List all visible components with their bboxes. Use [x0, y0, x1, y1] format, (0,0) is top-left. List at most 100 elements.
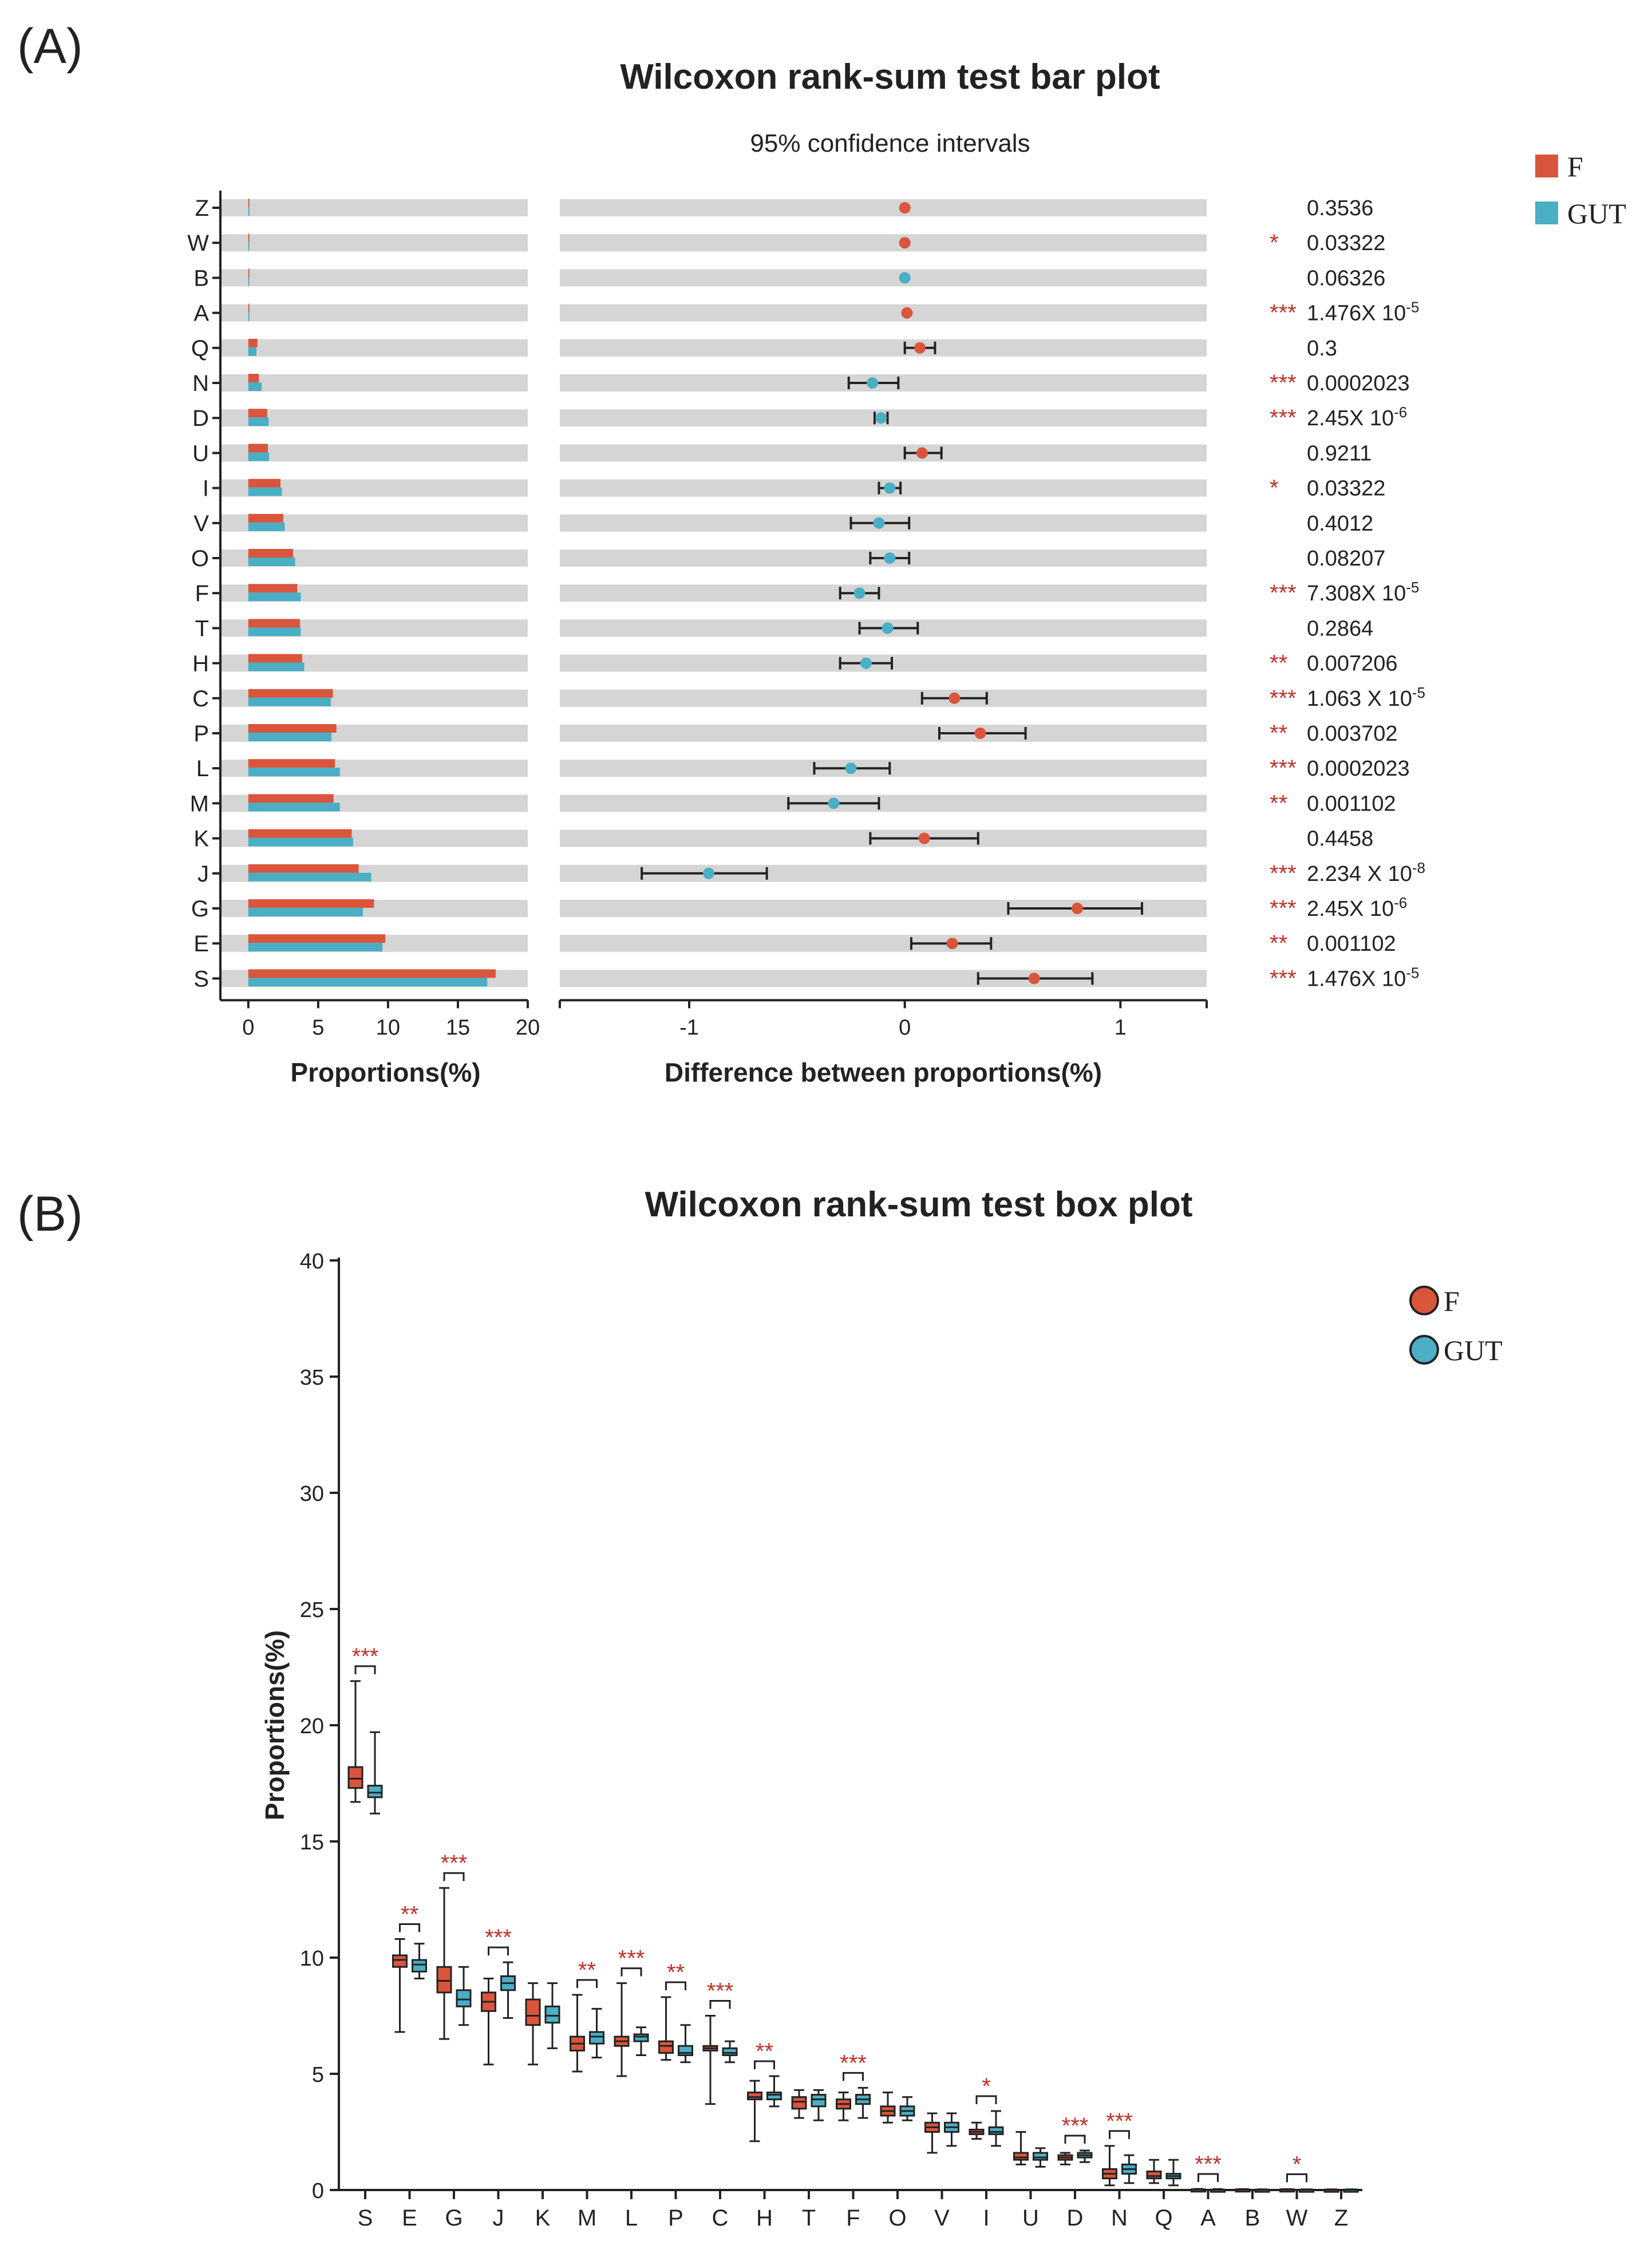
- bar-gut-D: [248, 417, 269, 426]
- significance-bracket-L: [621, 1967, 642, 1977]
- box-GUT-T: [811, 2094, 827, 2108]
- legend-a-gut-label: GUT: [1567, 197, 1626, 230]
- bar-gut-C: [248, 697, 331, 706]
- diff-point-F: [853, 587, 865, 599]
- diff-point-M: [828, 797, 840, 809]
- bar-gut-W: [248, 242, 250, 251]
- panel-a-title: Wilcoxon rank-sum test bar plot: [620, 57, 1160, 97]
- diff-track-S: [560, 970, 1207, 987]
- box-y-tick-label: 35: [300, 1366, 324, 1390]
- panel-b-title: Wilcoxon rank-sum test box plot: [645, 1185, 1192, 1224]
- box-category-label-O: O: [888, 2205, 906, 2231]
- bar-track-A: [220, 304, 528, 322]
- diff-point-P: [974, 728, 986, 739]
- category-label-F: F: [195, 581, 209, 606]
- diff-point-H: [860, 657, 872, 669]
- pvalue-B: 0.06326: [1307, 266, 1385, 290]
- box-F-P: [658, 2040, 674, 2054]
- diff-track-E: [560, 935, 1207, 952]
- diff-track-W: [560, 234, 1207, 252]
- pvalue-stars-C: ***: [1270, 686, 1297, 711]
- bar-f-S: [248, 969, 496, 978]
- pvalue-T: 0.2864: [1307, 616, 1373, 641]
- bar-f-O: [248, 549, 293, 558]
- bar-gut-T: [248, 627, 301, 637]
- box-GUT-L: [633, 2033, 649, 2042]
- box-category-label-B: B: [1245, 2205, 1260, 2231]
- bar-f-N: [248, 374, 259, 382]
- legend-a-f-swatch: [1535, 155, 1558, 177]
- bar-gut-K: [248, 837, 353, 847]
- box-GUT-S: [367, 1785, 383, 1798]
- bar-f-B: [248, 268, 250, 278]
- significance-stars-W: *: [1293, 2152, 1302, 2177]
- legend-a-f-label: F: [1567, 151, 1583, 183]
- bar-track-N: [220, 374, 528, 392]
- significance-bracket-G: [443, 1872, 465, 1881]
- pvalue-stars-F: ***: [1270, 580, 1297, 606]
- category-label-L: L: [196, 756, 209, 781]
- significance-stars-H: **: [756, 2039, 773, 2064]
- pvalue-stars-A: ***: [1270, 301, 1297, 326]
- box-plot-chart: 0510152025303540Proportions(%)S***E**G**…: [260, 1250, 1362, 2231]
- pvalue-stars-M: **: [1270, 790, 1287, 816]
- pvalue-W: 0.03322: [1307, 231, 1385, 255]
- diff-point-V: [873, 517, 885, 529]
- box-GUT-K: [544, 2005, 560, 2024]
- pvalue-Q: 0.3: [1307, 337, 1337, 361]
- x-tick-label: 5: [312, 1015, 324, 1039]
- bar-f-I: [248, 479, 280, 488]
- significance-stars-E: **: [401, 1902, 418, 1927]
- category-label-E: E: [193, 931, 209, 956]
- significance-stars-M: **: [578, 1958, 596, 1983]
- pvalue-C: 1.063 X 10-5: [1307, 684, 1425, 711]
- diff-x-tick-label: -1: [679, 1015, 699, 1039]
- box-y-tick-label: 5: [312, 2063, 324, 2087]
- legend-a-gut-swatch: [1535, 201, 1558, 224]
- significance-stars-F: ***: [840, 2050, 867, 2076]
- category-label-T: T: [195, 616, 209, 641]
- pvalue-stars-G: ***: [1270, 896, 1297, 921]
- bar-track-D: [220, 409, 528, 427]
- box-category-label-A: A: [1200, 2205, 1216, 2231]
- bar-f-P: [248, 724, 337, 733]
- significance-stars-G: ***: [441, 1851, 468, 1876]
- difference-ci-chart: -1 0 1 Difference between proportions(%): [559, 199, 1208, 1087]
- diff-x-axis-title: Difference between proportions(%): [665, 1057, 1102, 1087]
- box-y-tick-label: 40: [300, 1250, 324, 1274]
- diff-point-G: [1072, 903, 1083, 914]
- pvalue-V: 0.4012: [1307, 512, 1373, 536]
- box-y-tick-label: 10: [300, 1947, 324, 1971]
- box-y-axis-title: Proportions(%): [260, 1630, 290, 1820]
- diff-track-Z: [560, 199, 1207, 216]
- significance-bracket-M: [576, 1979, 598, 1988]
- diff-track-M: [560, 794, 1207, 812]
- category-label-Z: Z: [195, 196, 209, 221]
- legend-b-f-swatch: [1409, 1286, 1439, 1315]
- significance-bracket-J: [488, 1946, 509, 1956]
- pvalue-M: 0.001102: [1307, 792, 1396, 816]
- box-GUT-U: [1033, 2152, 1048, 2161]
- pvalue-stars-P: **: [1270, 721, 1287, 746]
- box-F-H: [747, 2091, 762, 2101]
- bar-f-T: [248, 619, 301, 628]
- bar-gut-M: [248, 803, 340, 812]
- box-category-label-I: I: [983, 2205, 989, 2231]
- pvalue-stars-D: ***: [1270, 405, 1297, 430]
- pvalue-stars-I: *: [1270, 476, 1279, 501]
- box-category-label-T: T: [802, 2205, 816, 2231]
- bar-gut-N: [248, 382, 262, 391]
- box-F-T: [791, 2096, 807, 2110]
- box-category-label-M: M: [578, 2205, 596, 2231]
- diff-point-L: [845, 762, 857, 774]
- box-y-tick-label: 20: [300, 1714, 324, 1738]
- diff-track-F: [560, 584, 1207, 602]
- box-category-label-H: H: [756, 2205, 773, 2231]
- diff-point-I: [884, 482, 896, 494]
- box-GUT-H: [766, 2091, 782, 2101]
- box-GUT-M: [589, 2031, 604, 2045]
- x-axis-title: Proportions(%): [290, 1057, 480, 1087]
- box-category-label-W: W: [1286, 2205, 1308, 2231]
